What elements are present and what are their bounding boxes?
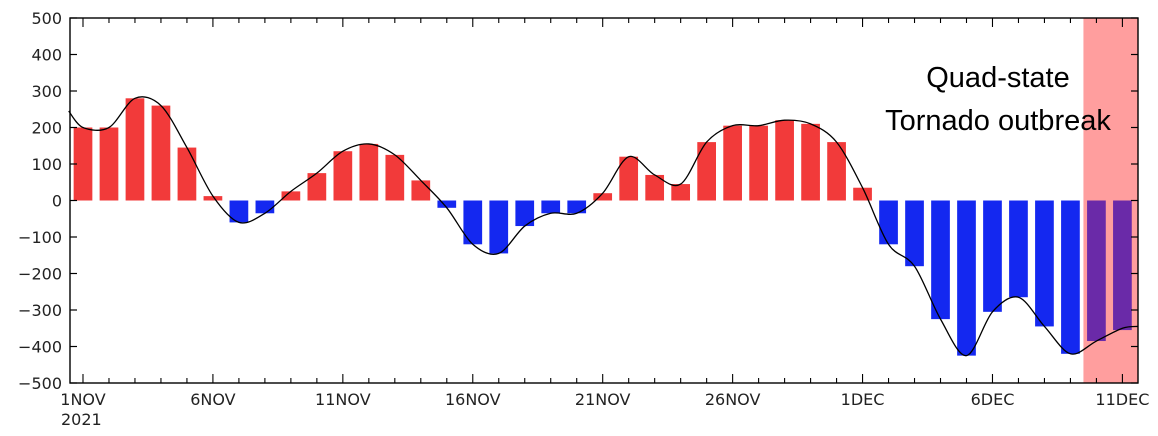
x-tick-label: 16NOV — [445, 390, 501, 409]
bar-5NOV — [177, 147, 197, 201]
bar-15NOV — [437, 200, 457, 208]
bar-9DEC — [1061, 200, 1080, 354]
x-tick-label: 6NOV — [190, 390, 235, 409]
x-tick-label: 26NOV — [705, 390, 761, 409]
bar-21NOV — [593, 193, 613, 201]
x-tick-label: 1DEC — [841, 390, 885, 409]
bar-3NOV — [125, 98, 145, 201]
bar-8NOV — [255, 200, 275, 214]
y-tick-label: 300 — [31, 82, 62, 101]
bar-2NOV — [99, 127, 119, 201]
bar-6DEC — [983, 200, 1002, 312]
bar-7NOV — [229, 200, 249, 223]
x-tick-sublabel: 2021 — [61, 410, 102, 429]
y-tick-label: 500 — [31, 9, 62, 28]
bar-3DEC — [905, 200, 924, 267]
bar-11DEC — [1113, 200, 1132, 331]
y-tick-label: 100 — [31, 155, 62, 174]
bar-29NOV — [801, 123, 820, 201]
bar-12NOV — [359, 143, 379, 201]
bar-20NOV — [567, 200, 587, 214]
x-tick-label: 6DEC — [971, 390, 1015, 409]
bar-9NOV — [281, 191, 301, 201]
bar-1NOV — [73, 127, 93, 201]
y-tick-label: 400 — [31, 46, 62, 65]
bar-26NOV — [723, 125, 742, 201]
y-tick-label: −200 — [18, 265, 62, 284]
x-tick-label: 21NOV — [575, 390, 631, 409]
bar-27NOV — [749, 125, 768, 201]
bar-14NOV — [411, 180, 431, 201]
bar-4NOV — [151, 105, 171, 201]
bar-6NOV — [203, 196, 223, 201]
bar-19NOV — [541, 200, 561, 214]
smoothed-line — [68, 96, 1139, 357]
bar-13NOV — [385, 154, 405, 201]
axes-layer: 500 400 300 200 100 0 −100 −200 −300 −400 −5001NOV… — [18, 9, 1149, 429]
x-tick-label: 11NOV — [315, 390, 371, 409]
y-tick-label: −100 — [18, 228, 62, 247]
y-tick-label: 200 — [31, 119, 62, 138]
bar-25NOV — [697, 142, 716, 201]
bar-2DEC — [879, 200, 898, 245]
y-tick-label: 0 — [52, 192, 62, 211]
bar-10NOV — [307, 173, 327, 201]
bar-22NOV — [619, 156, 639, 201]
y-tick-label: −400 — [18, 338, 62, 357]
bar-4DEC — [931, 200, 950, 320]
bar-11NOV — [333, 151, 353, 201]
bar-10DEC — [1087, 200, 1106, 342]
x-tick-label: 11DEC — [1095, 390, 1149, 409]
y-tick-label: −500 — [18, 374, 62, 393]
bar-17NOV — [489, 200, 509, 254]
bar-30NOV — [827, 142, 846, 201]
bar-7DEC — [1009, 200, 1028, 298]
line-layer — [68, 96, 1139, 357]
annotation-layer: Quad-state Tornado outbreak — [885, 62, 1111, 137]
annotation-line-2: Tornado outbreak — [885, 105, 1111, 137]
bar-8DEC — [1035, 200, 1054, 327]
bar-18NOV — [515, 200, 535, 227]
bar-1DEC — [853, 187, 872, 201]
bar-16NOV — [463, 200, 483, 245]
bar-5DEC — [957, 200, 976, 356]
bar-28NOV — [775, 120, 794, 201]
y-tick-label: −300 — [18, 301, 62, 320]
bar-23NOV — [645, 174, 665, 201]
annotation-line-1: Quad-state — [926, 62, 1069, 94]
x-tick-label: 1NOV — [60, 390, 105, 409]
bar-24NOV — [671, 184, 691, 201]
